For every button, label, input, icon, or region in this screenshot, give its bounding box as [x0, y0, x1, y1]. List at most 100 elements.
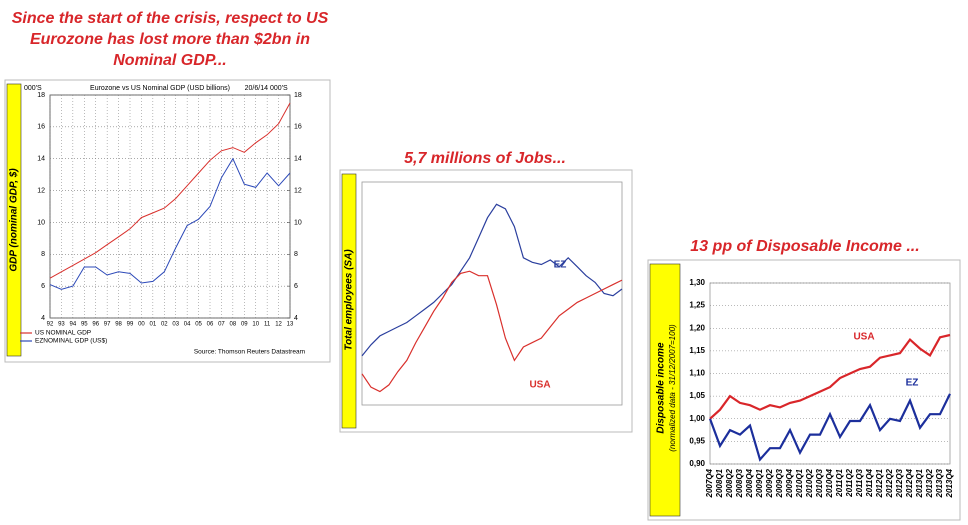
headline: 13 pp of Disposable Income ... [690, 238, 920, 255]
x-tick-label: 2010Q1 [795, 468, 804, 498]
y-tick-label: 16 [37, 124, 45, 131]
panel [4, 79, 331, 363]
x-tick-label: 2009Q4 [785, 468, 794, 498]
plot-area [361, 181, 623, 406]
y2-tick-label: 12 [294, 187, 302, 194]
x-tick-label: 92 [47, 322, 54, 328]
y-tick-label: 8 [41, 251, 45, 258]
y-axis-label: Disposable income [656, 342, 667, 434]
y-tick-label: 1,05 [689, 391, 705, 400]
y-tick-label: 18 [37, 92, 45, 99]
y-tick-label: 6 [41, 283, 45, 290]
y-tick-label: 1,15 [689, 346, 705, 355]
x-tick-label: 11 [264, 322, 271, 328]
chart-date: 20/6/14 [245, 85, 268, 92]
ylabel-box [341, 173, 357, 429]
y-tick-label: 12 [37, 187, 45, 194]
x-tick-label: 2013Q2 [925, 468, 934, 498]
y-unit: 000'S [24, 85, 42, 92]
x-tick-label: 2011Q4 [865, 468, 874, 497]
x-tick-label: 13 [287, 322, 294, 328]
y-tick-label: 10 [37, 219, 45, 226]
x-tick-label: 01 [150, 322, 157, 328]
x-tick-label: 07 [218, 322, 225, 328]
x-tick-label: 2013Q3 [935, 468, 944, 498]
series-line [708, 393, 951, 462]
y2-tick-label: 16 [294, 124, 302, 131]
y-tick-label: 1,30 [689, 278, 705, 287]
x-tick-label: 2012Q4 [905, 468, 914, 498]
x-tick-label: 2009Q2 [765, 468, 774, 498]
x-tick-label: 2008Q2 [725, 468, 734, 498]
series-label: USA [529, 380, 550, 391]
x-tick-label: 97 [104, 322, 111, 328]
x-tick-label: 2008Q4 [745, 468, 754, 498]
x-tick-label: 10 [252, 322, 259, 328]
x-tick-label: 2009Q3 [775, 468, 784, 498]
x-tick-label: 02 [161, 322, 168, 328]
y-tick-label: 4 [41, 315, 45, 322]
y-tick-label: 1,20 [689, 323, 705, 332]
series-line [709, 333, 951, 420]
x-tick-label: 99 [127, 322, 134, 328]
source: Source: Thomson Reuters Datastream [194, 349, 305, 356]
x-tick-label: 12 [275, 322, 282, 328]
x-tick-label: 2012Q2 [885, 468, 894, 498]
x-tick-label: 2013Q1 [915, 468, 924, 498]
x-tick-label: 2012Q1 [875, 468, 884, 498]
y-axis-label: GDP (nominal GDP, $) [9, 168, 20, 272]
series-label: USA [853, 332, 874, 343]
y-tick-label: 1,10 [689, 369, 705, 378]
panel [339, 169, 633, 433]
x-tick-label: 2013Q4 [945, 468, 954, 498]
x-tick-label: 08 [230, 322, 237, 328]
legend-label: EZNOMINAL GDP (US$) [35, 338, 107, 345]
headline: Since the start of the crisis, respect t… [11, 10, 329, 69]
x-tick-label: 93 [58, 322, 65, 328]
y2-tick-label: 4 [294, 315, 298, 322]
y-tick-label: 14 [37, 156, 45, 163]
x-tick-label: 00 [138, 322, 145, 328]
chart-title: Eurozone vs US Nominal GDP (USD billions… [90, 85, 230, 92]
y2-unit: 000'S [270, 85, 288, 92]
x-tick-label: 2011Q2 [845, 468, 854, 497]
panel [647, 259, 961, 521]
x-tick-label: 05 [195, 322, 202, 328]
x-tick-label: 96 [92, 322, 99, 328]
series-line [49, 157, 291, 290]
x-tick-label: 2009Q1 [755, 468, 764, 498]
y-tick-label: 1,25 [689, 301, 705, 310]
ylabel-box [6, 83, 22, 357]
y2-tick-label: 8 [294, 251, 298, 258]
x-tick-label: 2010Q3 [815, 468, 824, 498]
x-tick-label: 2010Q4 [825, 468, 834, 498]
y-tick-label: 1,00 [689, 414, 705, 423]
y2-tick-label: 6 [294, 283, 298, 290]
x-tick-label: 04 [184, 322, 191, 328]
ylabel-box [649, 263, 681, 517]
y-axis-label: Total employees (SA) [344, 249, 355, 351]
headline: 5,7 millions of Jobs... [404, 150, 566, 167]
x-tick-label: 03 [172, 322, 179, 328]
x-tick-label: 2012Q3 [895, 468, 904, 498]
x-tick-label: 2010Q2 [805, 468, 814, 498]
x-tick-label: 2011Q1 [835, 468, 844, 497]
x-tick-label: 2011Q3 [855, 468, 864, 497]
x-tick-label: 95 [81, 322, 88, 328]
y2-tick-label: 10 [294, 219, 302, 226]
y-tick-label: 0,95 [689, 436, 705, 445]
legend-label: US NOMINAL GDP [35, 330, 91, 337]
series-label: EZ [906, 378, 919, 389]
x-tick-label: 09 [241, 322, 248, 328]
x-tick-label: 98 [115, 322, 122, 328]
y-tick-label: 0,90 [689, 459, 705, 468]
y-axis-sublabel: (normalized data - 31/12/2007=100) [668, 324, 677, 452]
y2-tick-label: 18 [294, 92, 302, 99]
x-tick-label: 06 [207, 322, 214, 328]
y2-tick-label: 14 [294, 156, 302, 163]
x-tick-label: 2007Q4 [705, 468, 714, 498]
x-tick-label: 2008Q1 [715, 468, 724, 498]
series-label: EZ [554, 260, 567, 271]
